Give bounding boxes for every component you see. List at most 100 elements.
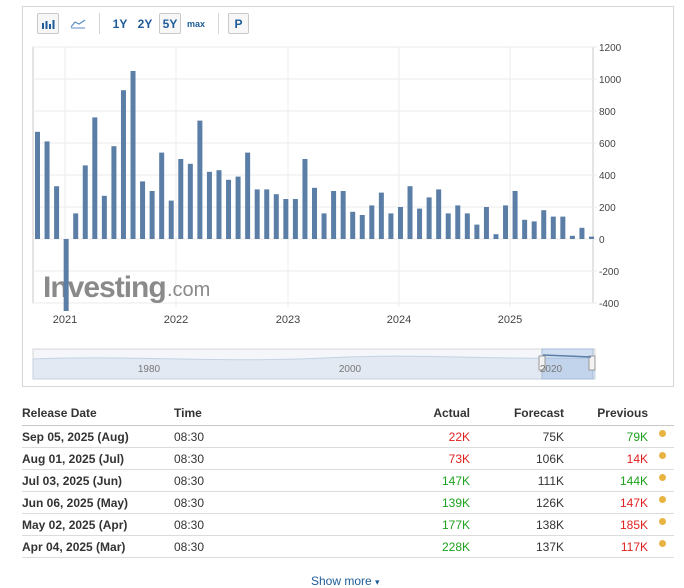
bar xyxy=(445,213,451,239)
row-actual: 228K xyxy=(441,540,470,554)
bar xyxy=(235,176,241,239)
print-button[interactable]: P xyxy=(228,13,249,34)
header-release-date[interactable]: Release Date xyxy=(22,406,97,420)
status-dot-icon xyxy=(659,518,666,525)
bar xyxy=(101,195,107,239)
area-chart-type-button[interactable] xyxy=(67,13,89,34)
bar xyxy=(531,221,537,239)
y-tick-label: 600 xyxy=(599,139,616,150)
y-tick-label: 1200 xyxy=(599,43,622,54)
bar xyxy=(273,194,279,239)
table-row: Jul 03, 2025 (Jun) 08:30 147K 111K 144K xyxy=(22,470,674,492)
bar xyxy=(331,191,337,239)
row-previous: 185K xyxy=(619,518,648,532)
table-header: Release Date Time Actual Forecast Previo… xyxy=(22,400,674,426)
row-previous: 117K xyxy=(620,540,648,554)
y-tick-label: 800 xyxy=(599,107,616,118)
x-tick-label: 2024 xyxy=(387,314,411,326)
range-2y-button[interactable]: 2Y xyxy=(137,16,153,31)
bar xyxy=(187,163,193,239)
row-release-date: Jun 06, 2025 (May) xyxy=(22,496,129,510)
bar xyxy=(92,117,98,239)
row-release-date: Jul 03, 2025 (Jun) xyxy=(22,474,123,488)
row-actual: 22K xyxy=(448,430,470,444)
row-time: 08:30 xyxy=(174,474,205,488)
row-time: 08:30 xyxy=(174,452,205,466)
range-max-button[interactable]: max xyxy=(186,18,205,29)
table-row: Sep 05, 2025 (Aug) 08:30 22K 75K 79K xyxy=(22,426,674,448)
status-dot-icon xyxy=(659,540,666,547)
toolbar-divider xyxy=(218,13,219,34)
bar xyxy=(569,235,575,239)
bar xyxy=(464,213,470,239)
bar xyxy=(130,71,136,239)
header-forecast[interactable]: Forecast xyxy=(513,406,564,420)
bar xyxy=(312,187,317,239)
toolbar-divider xyxy=(99,13,100,34)
row-release-date: May 02, 2025 (Apr) xyxy=(22,518,128,532)
bar xyxy=(216,170,222,239)
navigator-year-label: 2000 xyxy=(339,364,362,375)
header-actual[interactable]: Actual xyxy=(433,406,470,420)
bar xyxy=(359,215,365,239)
row-previous: 144K xyxy=(619,474,648,488)
bar xyxy=(159,152,165,239)
navigator-handle-left xyxy=(538,355,546,371)
x-tick-label: 2025 xyxy=(498,314,522,326)
bar xyxy=(73,213,79,239)
bar xyxy=(292,199,298,239)
bar xyxy=(111,146,117,239)
x-tick-label: 2021 xyxy=(53,314,77,326)
bar xyxy=(245,152,251,239)
bar xyxy=(579,227,585,239)
bar xyxy=(522,219,528,239)
status-dot-icon xyxy=(659,430,666,437)
range-5y-button[interactable]: 5Y xyxy=(159,13,181,34)
row-time: 08:30 xyxy=(174,518,205,532)
watermark-brand: Investing xyxy=(43,271,166,304)
bar xyxy=(388,213,394,239)
row-previous: 79K xyxy=(626,430,648,444)
table-row: May 02, 2025 (Apr) 08:30 177K 138K 185K xyxy=(22,514,674,536)
bar xyxy=(483,207,489,239)
bar xyxy=(493,234,499,239)
row-time: 08:30 xyxy=(174,496,205,510)
bar xyxy=(560,216,566,239)
bar xyxy=(120,90,126,239)
header-time[interactable]: Time xyxy=(174,406,202,420)
bar xyxy=(589,236,594,239)
x-tick-label: 2023 xyxy=(276,314,300,326)
row-forecast: 111K xyxy=(537,474,564,488)
row-actual: 139K xyxy=(441,496,470,510)
bar xyxy=(550,216,556,239)
bar xyxy=(63,239,69,311)
show-more-link[interactable]: Show more ▾ xyxy=(311,574,380,588)
chart-panel: 1Y 2Y 5Y max P 1200 1000 800 600 400 200 0 -200… xyxy=(22,6,674,387)
navigator-series xyxy=(32,355,596,380)
chevron-down-icon: ▾ xyxy=(375,577,380,587)
bar xyxy=(149,191,155,239)
bar xyxy=(503,205,509,239)
status-dot-icon xyxy=(659,474,666,481)
bar xyxy=(397,207,403,239)
x-tick-label: 2022 xyxy=(164,314,188,326)
table-row: Apr 04, 2025 (Mar) 08:30 228K 137K 117K xyxy=(22,536,674,558)
row-time: 08:30 xyxy=(174,540,205,554)
bar xyxy=(350,211,356,239)
bar xyxy=(321,213,327,239)
bar xyxy=(426,197,432,239)
header-previous[interactable]: Previous xyxy=(597,406,648,420)
y-tick-label: 400 xyxy=(599,171,616,182)
bar xyxy=(417,208,423,239)
bar-chart-type-button[interactable] xyxy=(37,13,59,34)
bar xyxy=(340,191,346,239)
range-1y-button[interactable]: 1Y xyxy=(112,16,128,31)
bar xyxy=(254,189,260,239)
row-actual: 73K xyxy=(448,452,470,466)
bar xyxy=(541,210,547,239)
bar xyxy=(226,179,232,239)
row-forecast: 126K xyxy=(535,496,564,510)
bar xyxy=(369,205,375,239)
bar-chart-icon xyxy=(42,20,55,29)
